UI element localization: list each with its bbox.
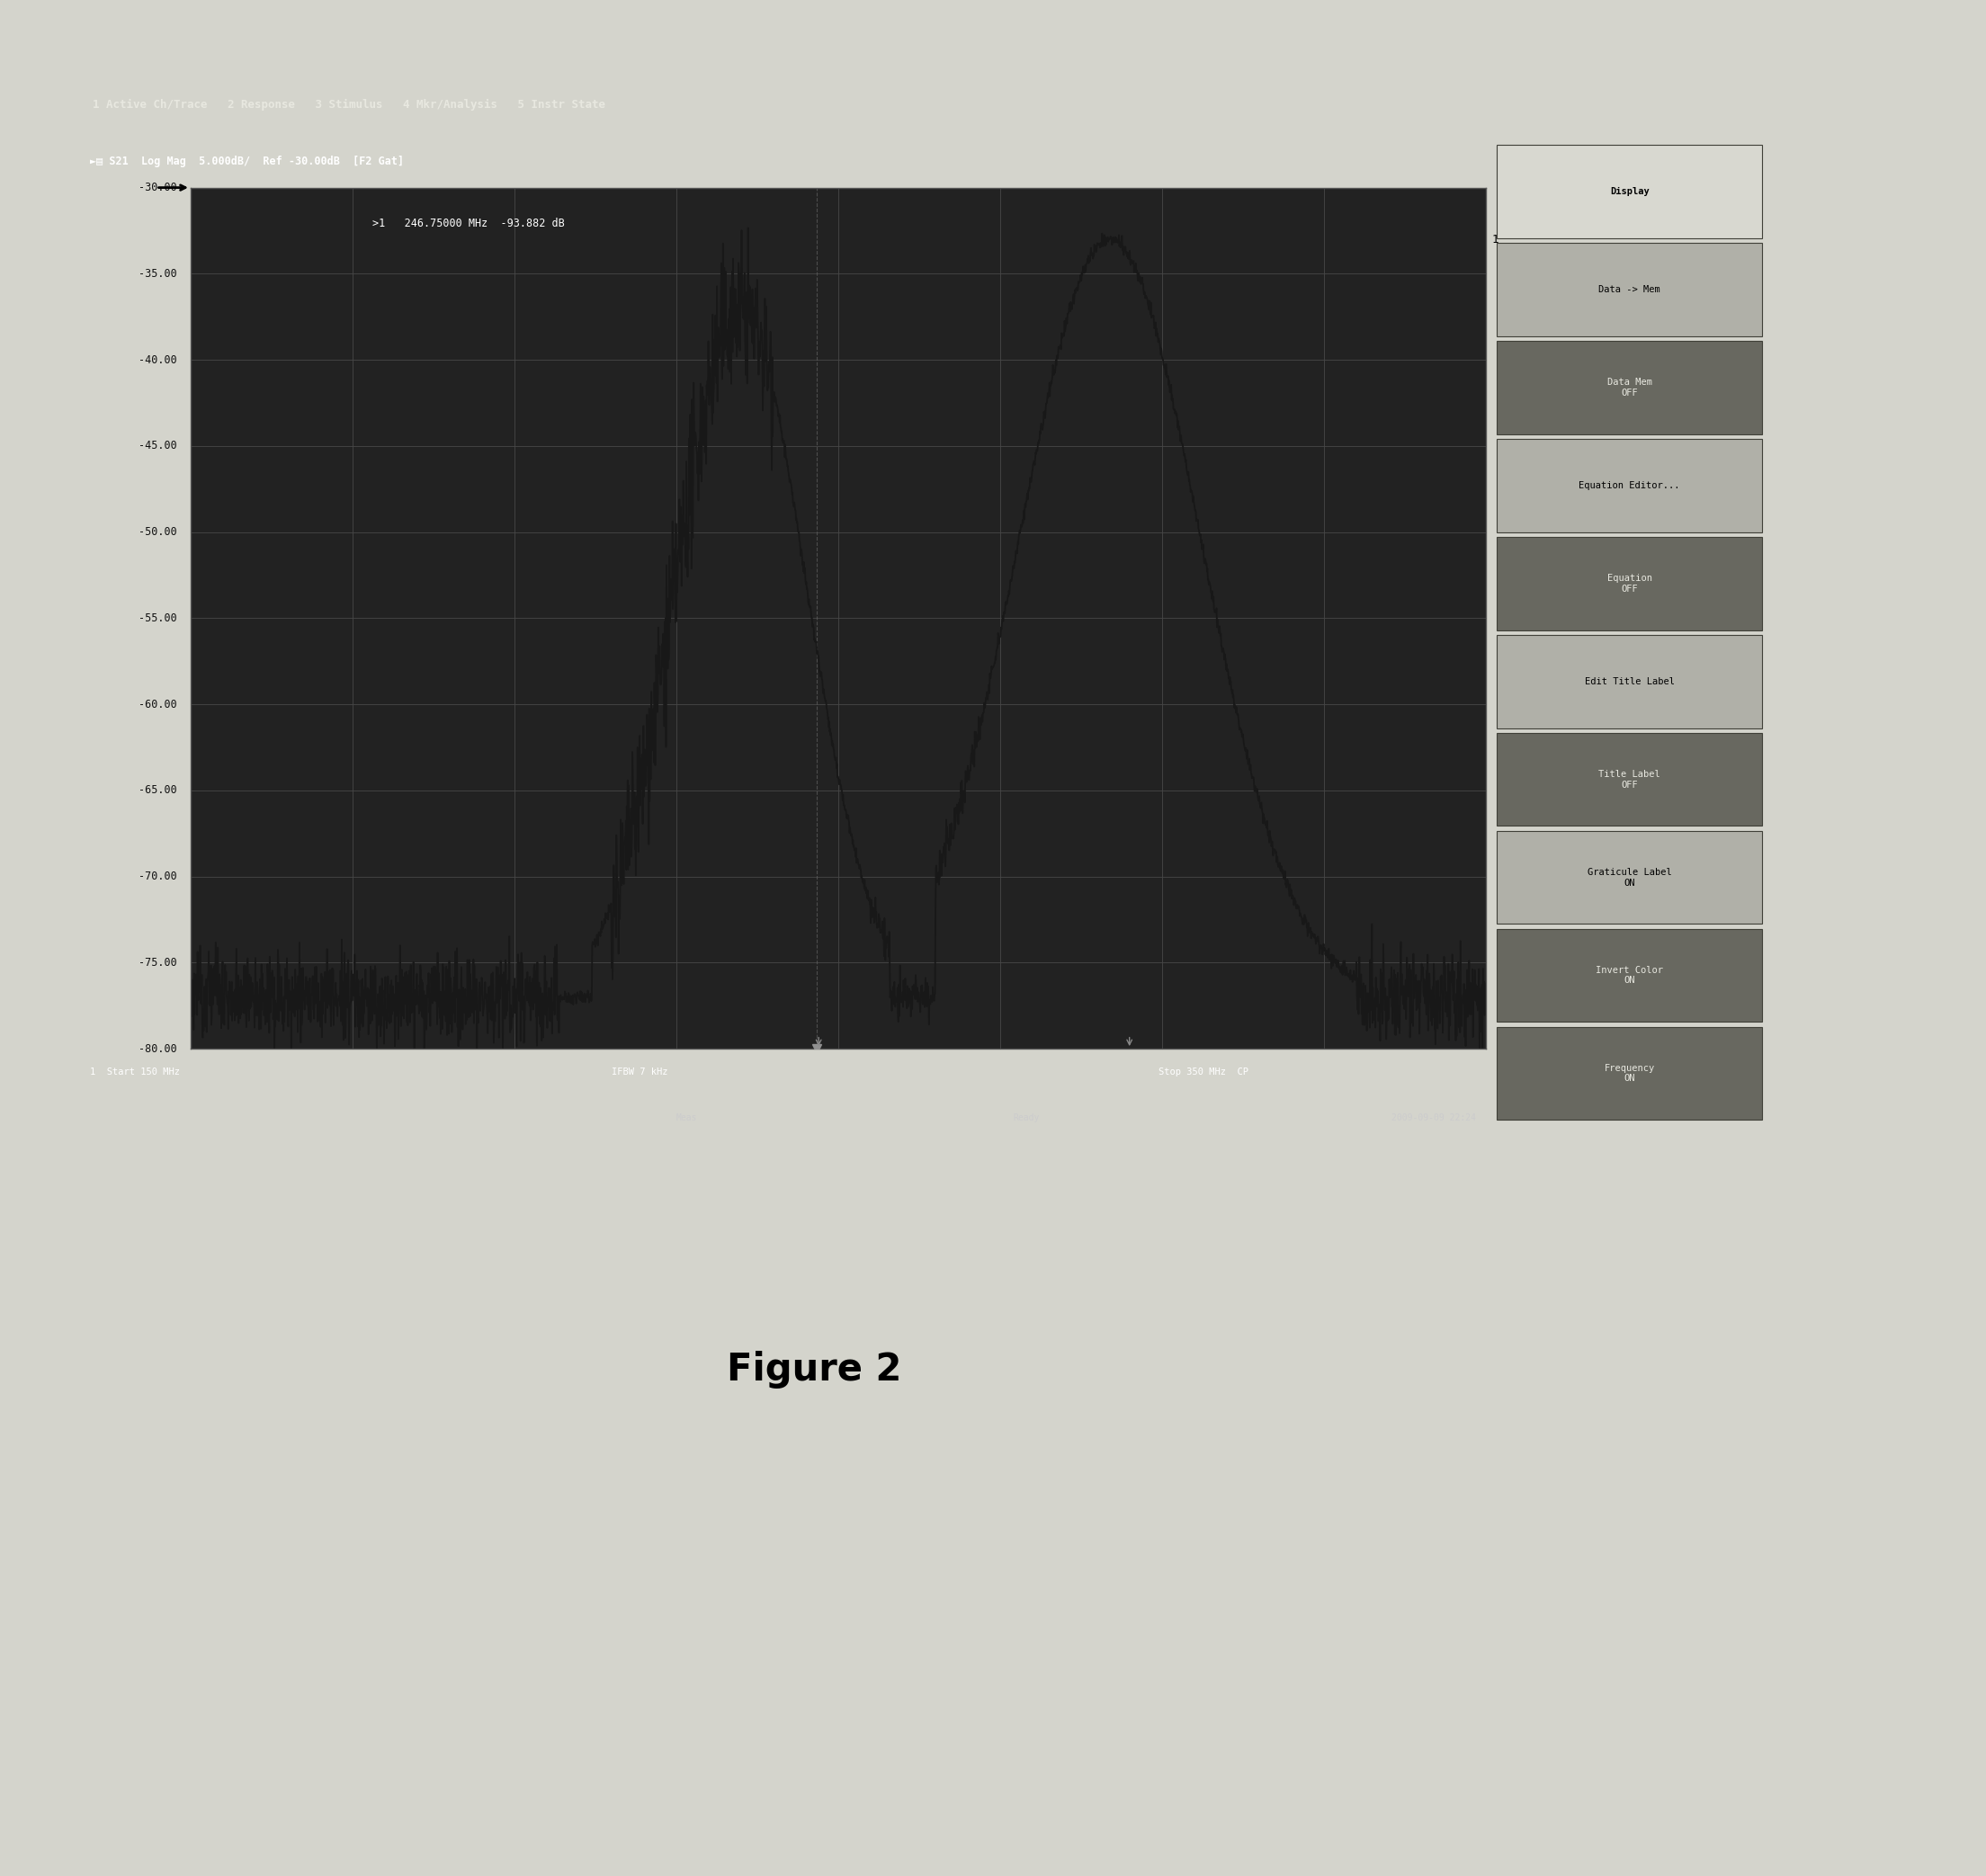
Text: Frequency
ON: Frequency ON bbox=[1605, 1064, 1654, 1082]
Text: Graticule Label
ON: Graticule Label ON bbox=[1587, 869, 1672, 887]
Text: -30.00: -30.00 bbox=[139, 182, 177, 193]
Bar bbox=[1497, 537, 1762, 630]
Text: -80.00: -80.00 bbox=[139, 1043, 177, 1054]
Text: Invert Color
ON: Invert Color ON bbox=[1597, 966, 1662, 985]
Bar bbox=[1497, 1026, 1762, 1120]
Text: Meas: Meas bbox=[675, 1114, 697, 1122]
Text: Ready: Ready bbox=[1013, 1114, 1039, 1122]
Text: >1   246.75000 MHz  -93.882 dB: >1 246.75000 MHz -93.882 dB bbox=[371, 218, 564, 229]
Text: Data -> Mem: Data -> Mem bbox=[1599, 285, 1660, 295]
Bar bbox=[1497, 341, 1762, 433]
Text: -65.00: -65.00 bbox=[139, 784, 177, 795]
Text: -40.00: -40.00 bbox=[139, 355, 177, 366]
Text: Title Label
OFF: Title Label OFF bbox=[1599, 769, 1660, 790]
Bar bbox=[1497, 929, 1762, 1022]
Text: -35.00: -35.00 bbox=[139, 268, 177, 280]
Text: -45.00: -45.00 bbox=[139, 441, 177, 452]
Text: -60.00: -60.00 bbox=[139, 698, 177, 711]
Text: IFBW 7 kHz: IFBW 7 kHz bbox=[612, 1067, 667, 1077]
Bar bbox=[1497, 144, 1762, 238]
Text: Display: Display bbox=[1611, 188, 1648, 197]
Text: -75.00: -75.00 bbox=[139, 957, 177, 968]
Bar bbox=[1497, 734, 1762, 825]
Text: 1 Active Ch/Trace   2 Response   3 Stimulus   4 Mkr/Analysis   5 Instr State: 1 Active Ch/Trace 2 Response 3 Stimulus … bbox=[93, 99, 606, 111]
Text: Data Mem
OFF: Data Mem OFF bbox=[1607, 377, 1652, 398]
Text: -70.00: -70.00 bbox=[139, 870, 177, 882]
Text: ►▤ S21  Log Mag  5.000dB/  Ref -30.00dB  [F2 Gat]: ►▤ S21 Log Mag 5.000dB/ Ref -30.00dB [F2… bbox=[89, 156, 403, 167]
Text: Stop 350 MHz  CP: Stop 350 MHz CP bbox=[1158, 1067, 1249, 1077]
Text: Figure 2: Figure 2 bbox=[727, 1351, 902, 1388]
Text: Edit Title Label: Edit Title Label bbox=[1585, 677, 1674, 687]
Text: Equation
OFF: Equation OFF bbox=[1607, 574, 1652, 593]
Bar bbox=[1497, 244, 1762, 336]
Text: -55.00: -55.00 bbox=[139, 612, 177, 625]
Text: 1: 1 bbox=[1491, 233, 1499, 246]
Text: 2009-09-09 22:24: 2009-09-09 22:24 bbox=[1392, 1114, 1476, 1122]
Bar bbox=[1497, 831, 1762, 925]
Bar bbox=[1497, 636, 1762, 728]
Bar bbox=[1497, 439, 1762, 533]
Text: 1  Start 150 MHz: 1 Start 150 MHz bbox=[89, 1067, 179, 1077]
Text: Equation Editor...: Equation Editor... bbox=[1579, 480, 1680, 490]
Text: -50.00: -50.00 bbox=[139, 525, 177, 538]
